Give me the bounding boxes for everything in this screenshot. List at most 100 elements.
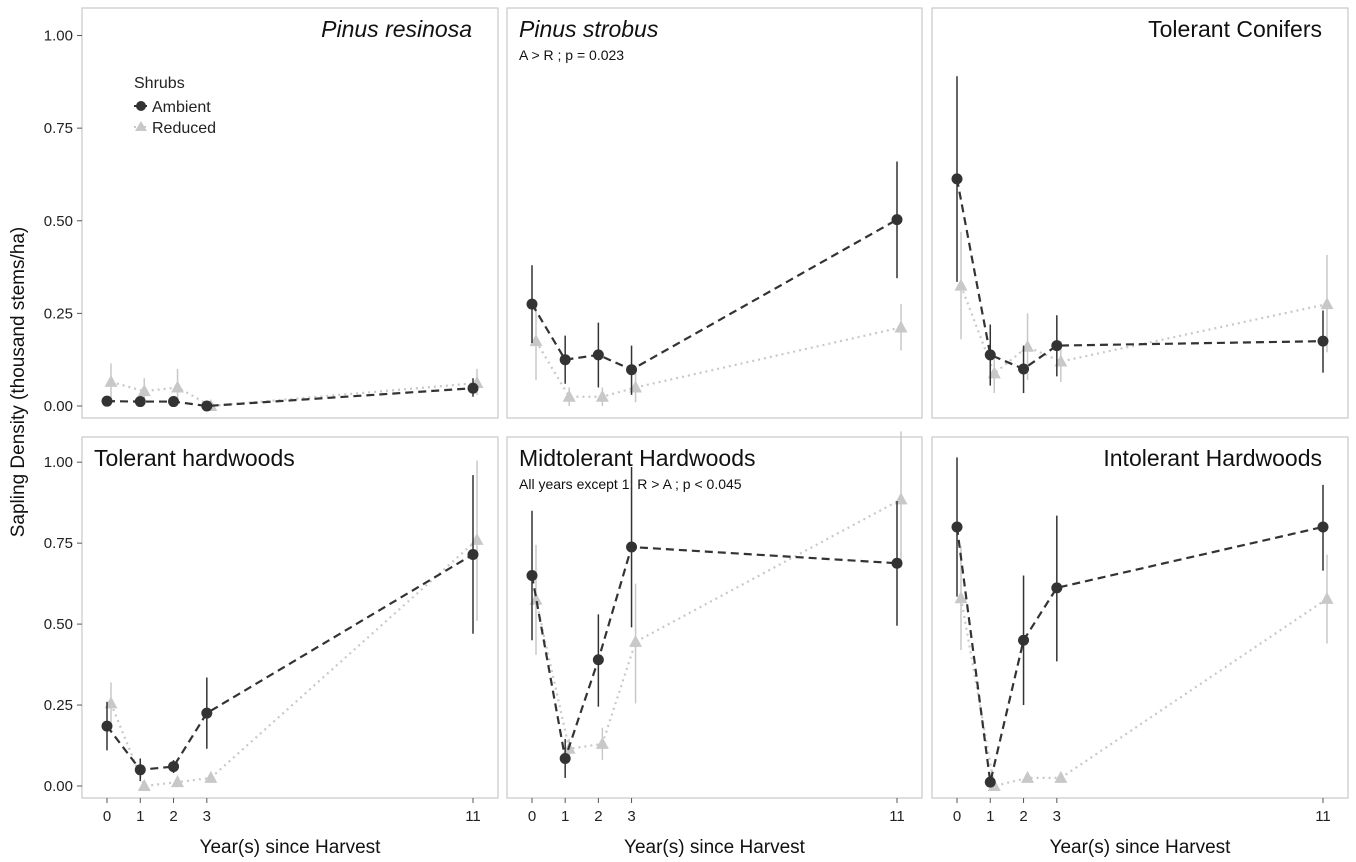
data-point xyxy=(201,400,213,412)
data-point xyxy=(101,395,113,407)
data-point xyxy=(104,374,118,387)
legend-marker-ambient xyxy=(136,101,146,111)
data-point xyxy=(1317,335,1329,347)
panel-frame xyxy=(931,436,1349,799)
x-tick-label: 2 xyxy=(169,808,177,825)
data-point xyxy=(626,364,638,376)
panel-midtolerant-hardwoods: 0 1 2 3 11 Year(s) since Harvest Midtolerant H… xyxy=(506,431,923,858)
data-point xyxy=(629,634,643,647)
x-tick-label: 2 xyxy=(594,808,602,825)
x-tick-label: 11 xyxy=(889,808,905,825)
data-point xyxy=(595,389,609,402)
data-point xyxy=(171,775,185,788)
data-point xyxy=(894,320,908,333)
data-point xyxy=(137,779,151,791)
data-point xyxy=(529,334,543,347)
data-point xyxy=(1054,770,1068,783)
panel-pinus-strobus: Pinus strobus A > R ; p = 0.023 xyxy=(506,7,923,419)
x-tick-label: 0 xyxy=(953,808,961,825)
panel-tolerant-conifers: Tolerant Conifers xyxy=(931,7,1349,419)
panel-intolerant-hardwoods: 0 1 2 3 11 Year(s) since Harvest Intolerant Ha… xyxy=(931,436,1349,858)
y-tick-label: 0.00 xyxy=(44,398,73,415)
data-point xyxy=(1021,770,1035,783)
data-point xyxy=(171,380,185,393)
data-point xyxy=(168,761,180,773)
panel-title: Tolerant hardwoods xyxy=(94,445,295,471)
series-ambient xyxy=(526,467,903,778)
x-axis-label: Year(s) since Harvest xyxy=(1050,837,1232,858)
series-ambient xyxy=(101,475,479,782)
y-tick-label: 0.50 xyxy=(44,213,73,230)
data-point xyxy=(1320,591,1334,604)
data-point xyxy=(201,707,213,719)
x-tick-label: 3 xyxy=(1053,808,1061,825)
data-point xyxy=(204,770,218,783)
x-tick-label: 0 xyxy=(103,808,111,825)
data-point xyxy=(592,654,604,666)
y-tick-label: 1.00 xyxy=(44,454,73,471)
data-point xyxy=(168,396,180,408)
data-point xyxy=(559,354,571,366)
data-point xyxy=(951,521,963,533)
series-reduced xyxy=(529,302,908,406)
series-ambient xyxy=(101,378,479,412)
panel-title: Pinus strobus xyxy=(519,16,659,42)
legend-entry-reduced: Reduced xyxy=(134,120,216,137)
data-point xyxy=(626,541,638,553)
panel-title: Intolerant Hardwoods xyxy=(1103,445,1322,471)
data-point xyxy=(467,382,479,394)
y-tick-label: 0.75 xyxy=(44,120,73,137)
x-axis-label: Year(s) since Harvest xyxy=(624,837,806,858)
x-tick-label: 2 xyxy=(1019,808,1027,825)
legend-title: Shrubs xyxy=(134,75,185,92)
panel-frame xyxy=(506,7,923,419)
panel-title: Tolerant Conifers xyxy=(1148,16,1322,42)
series-ambient xyxy=(951,76,1329,394)
data-point xyxy=(592,349,604,361)
data-point xyxy=(562,389,576,402)
x-tick-label: 3 xyxy=(203,808,211,825)
x-axis-label: Year(s) since Harvest xyxy=(200,837,382,858)
y-axis-label: Sapling Density (thousand stems/ha) xyxy=(8,227,29,538)
panel-frame xyxy=(81,7,499,419)
legend-marker-reduced xyxy=(135,121,147,131)
legend-label-reduced: Reduced xyxy=(152,120,216,137)
data-point xyxy=(951,173,963,185)
x-tick-label: 0 xyxy=(528,808,536,825)
legend-label-ambient: Ambient xyxy=(152,99,211,116)
data-point xyxy=(1320,297,1334,310)
data-point xyxy=(137,384,151,397)
x-tick-label: 11 xyxy=(465,808,481,825)
data-point xyxy=(984,349,996,361)
data-point xyxy=(891,557,903,569)
series-ambient xyxy=(951,457,1329,788)
x-tick-label: 1 xyxy=(136,808,144,825)
panel-frame xyxy=(81,436,499,799)
data-point xyxy=(134,396,146,408)
panel-frame xyxy=(931,7,1349,419)
data-point xyxy=(101,720,113,732)
data-point xyxy=(954,278,968,291)
panel-frame xyxy=(506,436,923,799)
panel-annotation: All years except 1: R > A ; p < 0.045 xyxy=(519,476,742,492)
x-tick-label: 1 xyxy=(986,808,994,825)
panel-annotation: A > R ; p = 0.023 xyxy=(519,47,624,63)
panels: 0.00 0.25 0.50 0.75 1.00 Pinus resinosa Pinus … xyxy=(44,7,1349,858)
legend: Shrubs Ambient Reduced xyxy=(134,75,216,137)
data-point xyxy=(526,570,538,582)
panel-title: Pinus resinosa xyxy=(321,16,472,42)
panel-tolerant-hardwoods: 0.00 0.25 0.50 0.75 1.00 0 1 2 3 11 Year(s) since … xyxy=(44,436,499,858)
data-point xyxy=(1018,634,1030,646)
data-point xyxy=(595,736,609,749)
series-line xyxy=(106,553,474,771)
x-tick-label: 3 xyxy=(627,808,635,825)
y-tick-label: 0.50 xyxy=(44,616,73,633)
x-tick-label: 1 xyxy=(561,808,569,825)
data-point xyxy=(559,752,571,764)
x-tick-label: 11 xyxy=(1315,808,1331,825)
series-ambient xyxy=(526,161,903,395)
y-tick-label: 0.00 xyxy=(44,778,73,795)
panel-pinus-resinosa: 0.00 0.25 0.50 0.75 1.00 Pinus resinosa xyxy=(44,7,499,419)
y-tick-label: 0.25 xyxy=(44,697,73,714)
